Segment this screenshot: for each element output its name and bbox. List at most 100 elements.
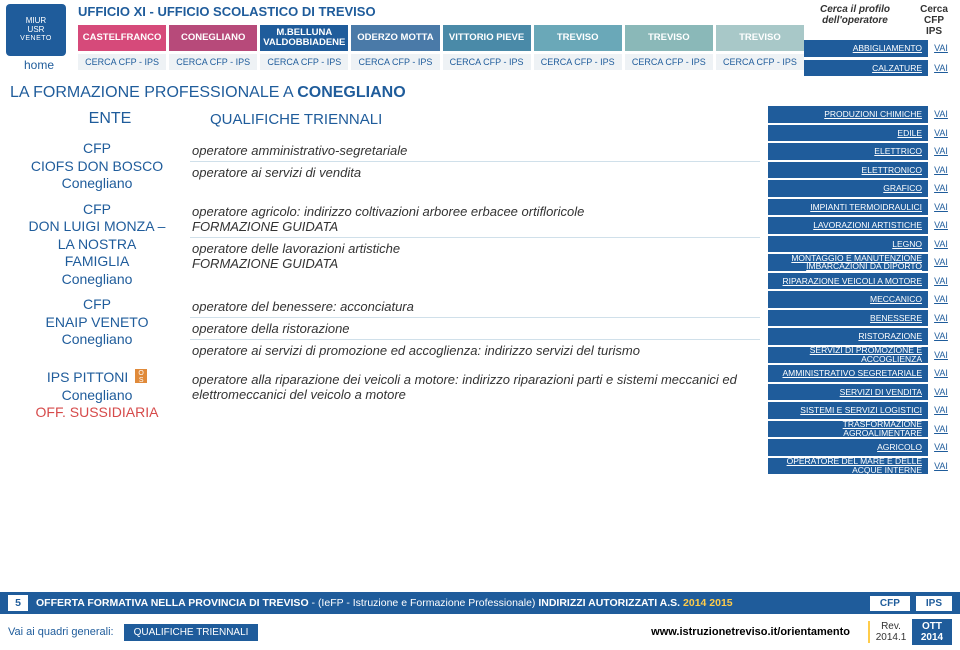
side-label[interactable]: IMPIANTI TERMOIDRAULICI [768, 199, 928, 216]
side-vai[interactable]: VAI [928, 239, 954, 249]
tabs: CASTELFRANCO CONEGLIANO M.BELLUNA VALDOB… [72, 25, 804, 51]
qual-line: operatore del benessere: acconciatura [190, 296, 760, 317]
tab-treviso-3[interactable]: TREVISO [716, 25, 804, 51]
side-vai[interactable]: VAI [928, 331, 954, 341]
side-label[interactable]: SISTEMI E SERVIZI LOGISTICI [768, 402, 928, 419]
qual-line: operatore amministrativo-segretariale [190, 140, 760, 161]
side-vai[interactable]: VAI [928, 350, 954, 360]
side-row: MONTAGGIO E MANUTENZIONE IMBARCAZIONI DA… [768, 254, 954, 271]
side-label[interactable]: ABBIGLIAMENTO [804, 40, 928, 57]
side-row: LAVORAZIONI ARTISTICHEVAI [768, 217, 954, 234]
side-label[interactable]: SERVIZI DI VENDITA [768, 384, 928, 401]
side-row: OPERATORE DEL MARE E DELLE ACQUE INTERNE… [768, 458, 954, 475]
side-vai[interactable]: VAI [928, 461, 954, 471]
side-label[interactable]: LAVORAZIONI ARTISTICHE [768, 217, 928, 234]
side-label[interactable]: TRASFORMAZIONE AGROALIMENTARE [768, 421, 928, 438]
subtab[interactable]: CERCA CFP - IPS [260, 54, 348, 70]
qual-line: operatore ai servizi di promozione ed ac… [190, 339, 760, 361]
side-label[interactable]: CALZATURE [804, 60, 928, 77]
ente-header: ENTE [10, 110, 210, 128]
ente-monza: CFPDON LUIGI MONZA –LA NOSTRAFAMIGLIACon… [10, 195, 190, 289]
side-vai[interactable]: VAI [928, 146, 954, 156]
footer-rev: Rev.2014.1 [868, 621, 912, 643]
cerca-cfp-l2: CFP [914, 15, 954, 26]
side-vai[interactable]: VAI [928, 442, 954, 452]
side-row: GRAFICOVAI [768, 180, 954, 197]
footer-text: OFFERTA FORMATIVA NELLA PROVINCIA DI TRE… [36, 597, 733, 609]
side-label[interactable]: AGRICOLO [768, 439, 928, 456]
side-label[interactable]: PRODUZIONI CHIMICHE [768, 106, 928, 123]
side-vai[interactable]: VAI [928, 424, 954, 434]
side-label[interactable]: RIPARAZIONE VEICOLI A MOTORE [768, 273, 928, 290]
ente-ciofs: CFPCIOFS DON BOSCOConegliano [10, 134, 190, 193]
home-link[interactable]: home [6, 58, 72, 72]
subtab[interactable]: CERCA CFP - IPS [169, 54, 257, 70]
side-label[interactable]: SERVIZI DI PROMOZIONE E ACCOGLIENZA [768, 347, 928, 364]
block-enaip: CFPENAIP VENETOConegliano operatore del … [10, 290, 760, 361]
side-vai[interactable]: VAI [928, 63, 954, 73]
side-row: SISTEMI E SERVIZI LOGISTICIVAI [768, 402, 954, 419]
logo-line3: VENETO [20, 35, 52, 43]
ente-pittoni: IPS PITTONI OSConeglianoOFF. SUSSIDIARIA [10, 363, 190, 422]
qual-line: operatore agricolo: indirizzo coltivazio… [190, 201, 760, 237]
subtab[interactable]: CERCA CFP - IPS [534, 54, 622, 70]
side-label[interactable]: MECCANICO [768, 291, 928, 308]
side-vai[interactable]: VAI [928, 128, 954, 138]
side-vai[interactable]: VAI [928, 313, 954, 323]
footer-btn-ips[interactable]: IPS [916, 596, 952, 611]
tab-belluna[interactable]: M.BELLUNA VALDOBBIADENE [260, 25, 348, 51]
side-vai[interactable]: VAI [928, 294, 954, 304]
side-row: MECCANICOVAI [768, 291, 954, 308]
side-label[interactable]: EDILE [768, 125, 928, 142]
side-vai[interactable]: VAI [928, 202, 954, 212]
side-row: AGRICOLOVAI [768, 439, 954, 456]
footer-main-mid: - (IeFP - Istruzione e Formazione Profes… [309, 597, 539, 609]
footer-btn-cfp[interactable]: CFP [870, 596, 910, 611]
side-label[interactable]: ELETTRONICO [768, 162, 928, 179]
side-label[interactable]: MONTAGGIO E MANUTENZIONE IMBARCAZIONI DA… [768, 254, 928, 271]
tab-treviso-2[interactable]: TREVISO [625, 25, 713, 51]
side-vai[interactable]: VAI [928, 220, 954, 230]
cerca-profilo: Cerca il profilo dell'operatore [804, 4, 906, 37]
side-vai[interactable]: VAI [928, 257, 954, 267]
ente-enaip: CFPENAIP VENETOConegliano [10, 290, 190, 361]
subtab[interactable]: CERCA CFP - IPS [625, 54, 713, 70]
rev-l1: Rev. [881, 621, 901, 632]
side-row: RIPARAZIONE VEICOLI A MOTOREVAI [768, 273, 954, 290]
side-vai[interactable]: VAI [928, 43, 954, 53]
side-vai[interactable]: VAI [928, 109, 954, 119]
ott-l1: OTT [922, 621, 942, 632]
side-vai[interactable]: VAI [928, 368, 954, 378]
side-label[interactable]: GRAFICO [768, 180, 928, 197]
side-row: AMMINISTRATIVO SEGRETARIALEVAI [768, 365, 954, 382]
side-label[interactable]: BENESSERE [768, 310, 928, 327]
subtab[interactable]: CERCA CFP - IPS [443, 54, 531, 70]
tab-oderzo[interactable]: ODERZO MOTTA [351, 25, 439, 51]
side-row: TRASFORMAZIONE AGROALIMENTAREVAI [768, 421, 954, 438]
side-vai[interactable]: VAI [928, 165, 954, 175]
tab-treviso-1[interactable]: TREVISO [534, 25, 622, 51]
footer-main-pre: OFFERTA FORMATIVA NELLA PROVINCIA DI TRE… [36, 597, 309, 609]
side-vai[interactable]: VAI [928, 387, 954, 397]
subtab[interactable]: CERCA CFP - IPS [716, 54, 804, 70]
footer-url[interactable]: www.istruzionetreviso.it/orientamento [651, 626, 850, 638]
ott-l2: 2014 [921, 632, 943, 643]
side-label[interactable]: OPERATORE DEL MARE E DELLE ACQUE INTERNE [768, 458, 928, 475]
tab-vittorio[interactable]: VITTORIO PIEVE [443, 25, 531, 51]
footer-year: 2014 2015 [683, 597, 733, 609]
side-vai[interactable]: VAI [928, 405, 954, 415]
subtab[interactable]: CERCA CFP - IPS [351, 54, 439, 70]
footer-sub-btn[interactable]: QUALIFICHE TRIENNALI [124, 624, 259, 641]
side-label[interactable]: RISTORAZIONE [768, 328, 928, 345]
side-vai[interactable]: VAI [928, 183, 954, 193]
side-label[interactable]: LEGNO [768, 236, 928, 253]
sub-tabs: CERCA CFP - IPS CERCA CFP - IPS CERCA CF… [72, 51, 804, 70]
side-row: CALZATURE VAI [804, 60, 954, 77]
tab-conegliano[interactable]: CONEGLIANO [169, 25, 257, 51]
side-vai[interactable]: VAI [928, 276, 954, 286]
side-label[interactable]: ELETTRICO [768, 143, 928, 160]
side-label[interactable]: AMMINISTRATIVO SEGRETARIALE [768, 365, 928, 382]
subtab[interactable]: CERCA CFP - IPS [78, 54, 166, 70]
tab-castelfranco[interactable]: CASTELFRANCO [78, 25, 166, 51]
cerca-profilo-l2: dell'operatore [804, 15, 906, 26]
